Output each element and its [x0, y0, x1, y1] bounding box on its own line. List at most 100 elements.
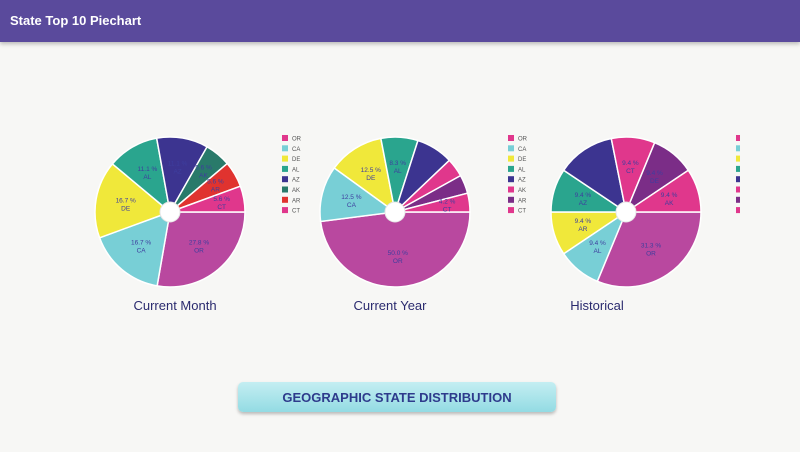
legend-label: AL: [518, 167, 526, 173]
legend-label: AR: [292, 198, 301, 204]
legend-label: AK: [518, 188, 526, 194]
legend-label: CT: [292, 209, 300, 215]
legend-swatch: [508, 145, 514, 152]
chart-title-historical: Historical: [570, 298, 624, 313]
legend-label: AL: [292, 167, 300, 173]
slice-percent-label: 9.4 %: [589, 240, 606, 247]
pie-center-hole: [159, 201, 181, 223]
pie-center-hole: [384, 201, 406, 223]
slice-percent-label: 12.5 %: [361, 167, 381, 174]
legend-swatch: [282, 196, 288, 203]
legend-label: AK: [292, 188, 300, 194]
pie-slice-de[interactable]: [94, 162, 172, 239]
geographic-state-distribution-button[interactable]: GEOGRAPHIC STATE DISTRIBUTION: [238, 382, 556, 412]
legend-swatch: [282, 186, 288, 193]
slice-percent-label: 27.8 %: [189, 239, 209, 246]
legend-label: OR: [292, 137, 302, 143]
slice-state-label: AL: [394, 168, 402, 175]
slice-percent-label: 31.3 %: [641, 242, 661, 249]
pie-slice-ct[interactable]: [169, 185, 246, 213]
pie-slice-ca[interactable]: [98, 210, 171, 287]
slice-percent-label: 11.1 %: [168, 161, 188, 168]
slice-percent-label: 50.0 %: [388, 250, 408, 257]
slice-percent-label: 9.4 %: [661, 192, 678, 199]
legend-label: AR: [518, 198, 527, 204]
legend-swatch: [282, 165, 288, 172]
legend-swatch: [508, 186, 514, 193]
pie-slice-ca[interactable]: [562, 137, 628, 214]
geographic-state-distribution-label: GEOGRAPHIC STATE DISTRIBUTION: [282, 389, 512, 405]
slice-state-label: CT: [443, 206, 452, 213]
slice-state-label: DE: [121, 205, 131, 212]
slice-percent-label: 12.5 %: [341, 194, 361, 201]
chart-title-current-year: Current Year: [353, 298, 427, 313]
legend-swatch: [736, 165, 740, 172]
slice-percent-label: 8.3 %: [389, 160, 406, 167]
slice-percent-label: 5.6 %: [213, 196, 230, 203]
slice-state-label: AR: [578, 226, 587, 233]
slice-percent-label: 5.6 %: [207, 179, 224, 186]
legend-swatch: [282, 176, 288, 183]
legend-label: CA: [518, 147, 526, 153]
legend-label: OR: [518, 137, 528, 143]
legend-swatch: [736, 176, 740, 183]
slice-percent-label: 16.7 %: [116, 197, 136, 204]
legend-swatch: [508, 155, 514, 162]
slice-state-label: CT: [626, 168, 635, 175]
legend-swatch: [282, 145, 288, 152]
legend-swatch: [282, 135, 288, 141]
pie-slice-ct[interactable]: [394, 192, 471, 213]
legend-swatch: [736, 145, 740, 152]
legend-swatch: [282, 207, 288, 214]
slice-state-label: OR: [393, 258, 403, 265]
pie-center-hole: [615, 201, 637, 223]
legend-swatch: [736, 186, 740, 193]
slice-state-label: AK: [199, 173, 208, 180]
slice-state-label: AZ: [173, 169, 181, 176]
slice-percent-label: 9.4 %: [575, 192, 592, 199]
slice-state-label: AK: [665, 200, 674, 207]
slice-percent-label: 9.4 %: [622, 160, 639, 167]
legend-label: DE: [292, 157, 300, 163]
slice-state-label: CA: [137, 248, 147, 255]
legend-swatch: [736, 207, 740, 214]
slice-state-label: AR: [211, 187, 220, 194]
slice-state-label: AL: [143, 174, 151, 181]
slice-percent-label: 11.1 %: [138, 166, 158, 173]
slice-state-label: DE: [366, 175, 376, 182]
pie-slice-ak[interactable]: [623, 169, 702, 213]
slice-percent-label: 16.7 %: [131, 240, 151, 247]
legend-swatch: [736, 155, 740, 162]
pie-slice-or[interactable]: [156, 211, 246, 288]
slice-state-label: AZ: [579, 200, 587, 207]
slice-percent-label: 4.2 %: [439, 198, 456, 205]
slice-percent-label: 9.4 %: [646, 170, 663, 177]
slice-percent-label: 9.4 %: [575, 218, 592, 225]
legend-label: CT: [518, 209, 526, 215]
slice-percent-label: 5.6 %: [195, 165, 212, 172]
slice-state-label: CA: [347, 202, 357, 209]
slice-state-label: OR: [646, 250, 656, 257]
legend-swatch: [508, 207, 514, 214]
legend-label: CA: [292, 147, 300, 153]
legend-label: AZ: [292, 178, 300, 184]
chart-title-current-month: Current Month: [133, 298, 217, 313]
slice-state-label: DE: [650, 178, 660, 185]
app-title: State Top 10 Piechart: [10, 13, 142, 28]
legend-swatch: [508, 135, 514, 141]
slice-state-label: CT: [217, 204, 226, 211]
legend-swatch: [508, 196, 514, 203]
legend-swatch: [736, 135, 740, 141]
slice-state-label: AL: [594, 248, 602, 255]
pie-slice-or[interactable]: [596, 211, 702, 288]
app-bar: State Top 10 Piechart: [0, 0, 800, 42]
legend-swatch: [736, 196, 740, 203]
legend-label: AZ: [518, 178, 526, 184]
slice-state-label: OR: [194, 247, 204, 254]
legend-swatch: [508, 176, 514, 183]
pie-slice-or[interactable]: [319, 211, 471, 288]
legend-swatch: [282, 155, 288, 162]
legend-swatch: [508, 165, 514, 172]
legend-label: DE: [518, 157, 526, 163]
